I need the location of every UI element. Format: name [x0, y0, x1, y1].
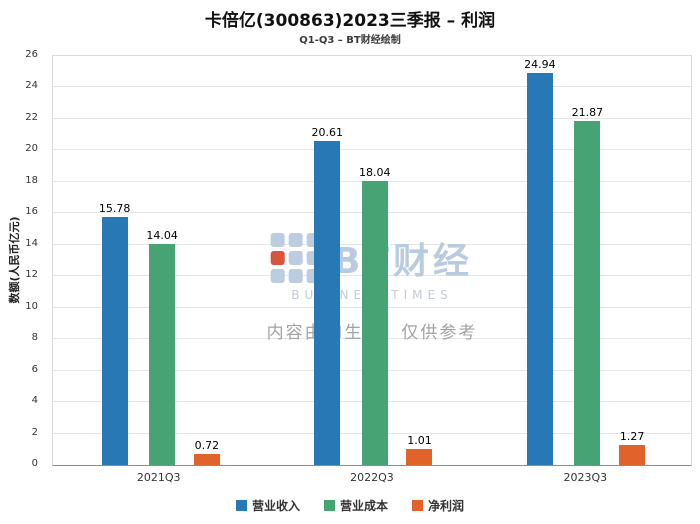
legend-item: 营业收入 [235, 497, 300, 514]
bar-value-label: 1.01 [407, 434, 432, 448]
bar-group: 15.78 14.04 0.72 [99, 56, 220, 465]
x-tick-label: 2021Q3 [136, 471, 181, 484]
y-tick-label: 22 [25, 111, 38, 123]
x-tick-label: 2023Q3 [563, 471, 608, 484]
bars-layer: 15.78 14.04 0.72 20.61 18.04 1.01 24.94 21.87 1.… [53, 56, 691, 465]
bar-value-label: 15.78 [98, 201, 131, 215]
bar [149, 244, 176, 465]
plot-area: BT财经 BUSINESSTIMES 内容由AI生成，仅供参考 15.7814.… [52, 55, 692, 466]
y-tick-label: 8 [31, 332, 38, 344]
legend-label: 净利润 [428, 499, 465, 513]
bar-unit: 1.01 [406, 56, 433, 465]
bar [101, 216, 128, 465]
legend-item: 净利润 [412, 497, 464, 514]
bar [361, 181, 388, 465]
y-tick-label: 20 [25, 143, 38, 155]
bar-unit: 21.87 [571, 56, 604, 465]
bar-unit: 0.72 [193, 56, 220, 465]
bar-value-label: 14.04 [146, 229, 178, 243]
legend-swatch [235, 500, 247, 511]
y-tick-label: 18 [25, 174, 38, 186]
y-tick-label: 16 [25, 206, 38, 218]
chart-title: 卡倍亿(300863)2023三季报 – 利润 [204, 11, 496, 31]
bar-value-label: 20.61 [311, 125, 343, 139]
bar-value-label: 18.04 [358, 166, 391, 180]
bar-unit: 18.04 [358, 56, 391, 465]
bar [193, 453, 220, 465]
y-tick-label: 0 [31, 458, 38, 469]
y-tick-label: 26 [25, 49, 38, 60]
bar-unit: 24.94 [524, 56, 556, 465]
bar-value-label: 1.27 [619, 430, 645, 444]
y-tick-label: 12 [25, 269, 38, 281]
bar-group: 20.61 18.04 1.01 [311, 56, 433, 465]
gridline [53, 117, 691, 119]
y-tick-label: 6 [31, 363, 38, 375]
legend-label: 营业收入 [251, 499, 300, 513]
y-tick-label: 10 [25, 300, 38, 312]
legend-label: 营业成本 [339, 499, 388, 513]
legend-swatch [323, 500, 335, 511]
bar [526, 72, 553, 465]
y-tick-label: 24 [25, 80, 38, 92]
bar-unit: 1.27 [619, 56, 646, 465]
legend-item: 营业成本 [323, 497, 388, 514]
bar-unit: 14.04 [146, 56, 178, 465]
bar [406, 449, 433, 465]
bar-value-label: 21.87 [571, 105, 604, 119]
y-tick-label: 14 [25, 237, 38, 249]
x-tick-label: 2022Q3 [350, 471, 394, 484]
bar-value-label: 24.94 [524, 57, 556, 71]
y-tick-label: 2 [31, 426, 38, 438]
gridline [53, 86, 691, 88]
y-axis-ticks: 0 2 4 6 8 10 12 14 16 18 20 22 24 26 [0, 49, 46, 469]
bar [314, 140, 341, 465]
gridline [53, 149, 691, 151]
chart-subtitle: Q1-Q3 – BT财经绘制 [299, 35, 401, 46]
legend: 营业收入 营业成本 净利润 [0, 497, 700, 514]
y-tick-label: 4 [31, 395, 38, 407]
bar-unit: 20.61 [311, 56, 343, 465]
bar [574, 120, 601, 465]
bar-value-label: 0.72 [194, 438, 220, 452]
legend-swatch [412, 500, 423, 511]
bar [619, 445, 646, 465]
x-axis-labels: 2021Q3 2022Q3 2023Q3 [52, 471, 692, 484]
bar-unit: 15.78 [98, 56, 131, 465]
bar-group: 24.94 21.87 1.27 [524, 56, 646, 465]
